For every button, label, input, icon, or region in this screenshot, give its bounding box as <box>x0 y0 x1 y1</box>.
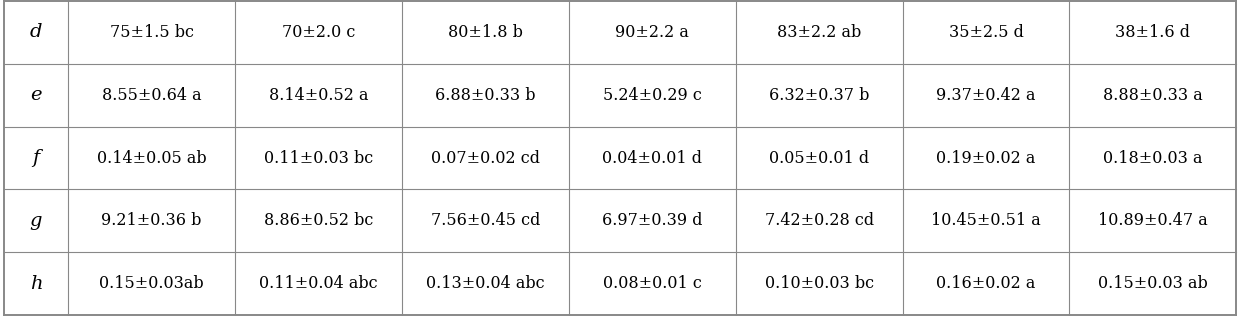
Text: 0.14±0.05 ab: 0.14±0.05 ab <box>97 149 206 167</box>
Text: 70±2.0 c: 70±2.0 c <box>281 24 355 41</box>
Text: 8.88±0.33 a: 8.88±0.33 a <box>1102 87 1203 104</box>
Text: h: h <box>30 275 42 293</box>
Text: 0.05±0.01 d: 0.05±0.01 d <box>769 149 869 167</box>
Text: 80±1.8 b: 80±1.8 b <box>448 24 523 41</box>
Text: 0.13±0.04 abc: 0.13±0.04 abc <box>427 275 544 292</box>
Text: 10.89±0.47 a: 10.89±0.47 a <box>1097 212 1208 229</box>
Text: g: g <box>30 212 42 230</box>
Text: 6.88±0.33 b: 6.88±0.33 b <box>435 87 536 104</box>
Text: 0.19±0.02 a: 0.19±0.02 a <box>936 149 1035 167</box>
Text: 90±2.2 a: 90±2.2 a <box>615 24 689 41</box>
Text: 0.07±0.02 cd: 0.07±0.02 cd <box>430 149 539 167</box>
Text: 38±1.6 d: 38±1.6 d <box>1115 24 1190 41</box>
Text: 0.11±0.04 abc: 0.11±0.04 abc <box>259 275 378 292</box>
Text: 0.18±0.03 a: 0.18±0.03 a <box>1104 149 1203 167</box>
Text: 83±2.2 ab: 83±2.2 ab <box>777 24 862 41</box>
Text: 8.86±0.52 bc: 8.86±0.52 bc <box>264 212 373 229</box>
Text: 9.37±0.42 a: 9.37±0.42 a <box>936 87 1035 104</box>
Text: f: f <box>32 149 40 167</box>
Text: 0.15±0.03 ab: 0.15±0.03 ab <box>1097 275 1208 292</box>
Text: 6.32±0.37 b: 6.32±0.37 b <box>769 87 869 104</box>
Text: 7.42±0.28 cd: 7.42±0.28 cd <box>765 212 874 229</box>
Text: 0.08±0.01 c: 0.08±0.01 c <box>603 275 702 292</box>
Text: 0.10±0.03 bc: 0.10±0.03 bc <box>765 275 874 292</box>
Text: 9.21±0.36 b: 9.21±0.36 b <box>102 212 202 229</box>
Text: 6.97±0.39 d: 6.97±0.39 d <box>601 212 703 229</box>
Text: 8.14±0.52 a: 8.14±0.52 a <box>269 87 368 104</box>
Text: 0.04±0.01 d: 0.04±0.01 d <box>603 149 702 167</box>
Text: 75±1.5 bc: 75±1.5 bc <box>109 24 193 41</box>
Text: 35±2.5 d: 35±2.5 d <box>949 24 1023 41</box>
Text: e: e <box>30 86 42 104</box>
Text: 0.16±0.02 a: 0.16±0.02 a <box>936 275 1035 292</box>
Text: 7.56±0.45 cd: 7.56±0.45 cd <box>430 212 541 229</box>
Text: 5.24±0.29 c: 5.24±0.29 c <box>603 87 702 104</box>
Text: 8.55±0.64 a: 8.55±0.64 a <box>102 87 201 104</box>
Text: d: d <box>30 23 42 41</box>
Text: 0.11±0.03 bc: 0.11±0.03 bc <box>264 149 373 167</box>
Text: 10.45±0.51 a: 10.45±0.51 a <box>931 212 1040 229</box>
Text: 0.15±0.03ab: 0.15±0.03ab <box>99 275 203 292</box>
